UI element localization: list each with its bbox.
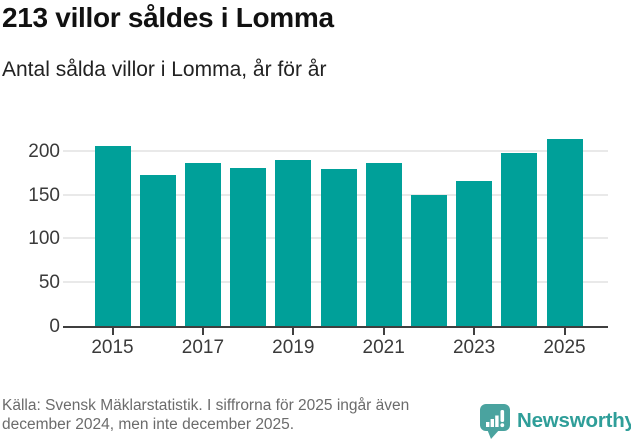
bar-2025 xyxy=(546,139,583,326)
bar-2018 xyxy=(230,168,267,326)
x-tick-label-2019: 2019 xyxy=(272,337,315,358)
x-tick-2023 xyxy=(473,328,476,335)
x-tick-label-2021: 2021 xyxy=(362,337,405,358)
x-tick-label-2015: 2015 xyxy=(91,337,134,358)
newsworthy-logo: Newsworthy xyxy=(479,403,631,439)
bar-2017 xyxy=(184,163,221,326)
bar-2021 xyxy=(365,163,402,326)
x-tick-2021 xyxy=(382,328,385,335)
x-tick-2025 xyxy=(563,328,566,335)
logo-exclamation-dot xyxy=(500,423,505,428)
source-line1: Källa: Svensk Mäklarstatistik. I siffror… xyxy=(2,397,410,414)
x-tick-label-2023: 2023 xyxy=(452,337,496,358)
gridline-200 xyxy=(63,149,608,152)
bar-2016 xyxy=(139,175,176,326)
chart-subtitle: Antal sålda villor i Lomma, år för år xyxy=(2,58,327,81)
bar-2020 xyxy=(320,169,357,326)
bar-2022 xyxy=(410,194,447,326)
y-tick-label-50: 50 xyxy=(38,272,60,294)
y-tick-label-100: 100 xyxy=(28,228,60,250)
logo-bar-small xyxy=(486,422,490,427)
logo-bar-large xyxy=(495,415,499,427)
x-tick-2015 xyxy=(111,328,114,335)
bar-2019 xyxy=(275,160,312,326)
bar-2023 xyxy=(456,181,493,326)
bar-2015 xyxy=(94,146,131,326)
chart-title: 213 villor såldes i Lomma xyxy=(2,2,334,33)
x-tick-2017 xyxy=(201,328,204,335)
newsworthy-bubble-icon xyxy=(480,404,510,439)
source-text: Källa: Svensk Mäklarstatistik. I siffror… xyxy=(2,397,480,434)
y-tick-label-200: 200 xyxy=(28,140,60,162)
bar-2024 xyxy=(501,152,538,326)
x-tick-label-2025: 2025 xyxy=(543,337,586,358)
y-tick-label-0: 0 xyxy=(49,316,60,337)
x-tick-label-2017: 2017 xyxy=(181,337,225,358)
y-tick-label-150: 150 xyxy=(28,184,60,206)
bar-chart: 0 50 100 150 200 2015 2017 2019 2021 2023 2025 xyxy=(0,125,631,365)
newsworthy-logo-text: Newsworthy xyxy=(517,409,631,432)
x-axis-line xyxy=(63,326,608,328)
x-tick-2019 xyxy=(292,328,295,335)
logo-bar-medium xyxy=(490,419,494,427)
logo-exclamation-stem xyxy=(500,410,505,422)
source-line2: december 2024, men inte december 2025. xyxy=(2,415,295,433)
